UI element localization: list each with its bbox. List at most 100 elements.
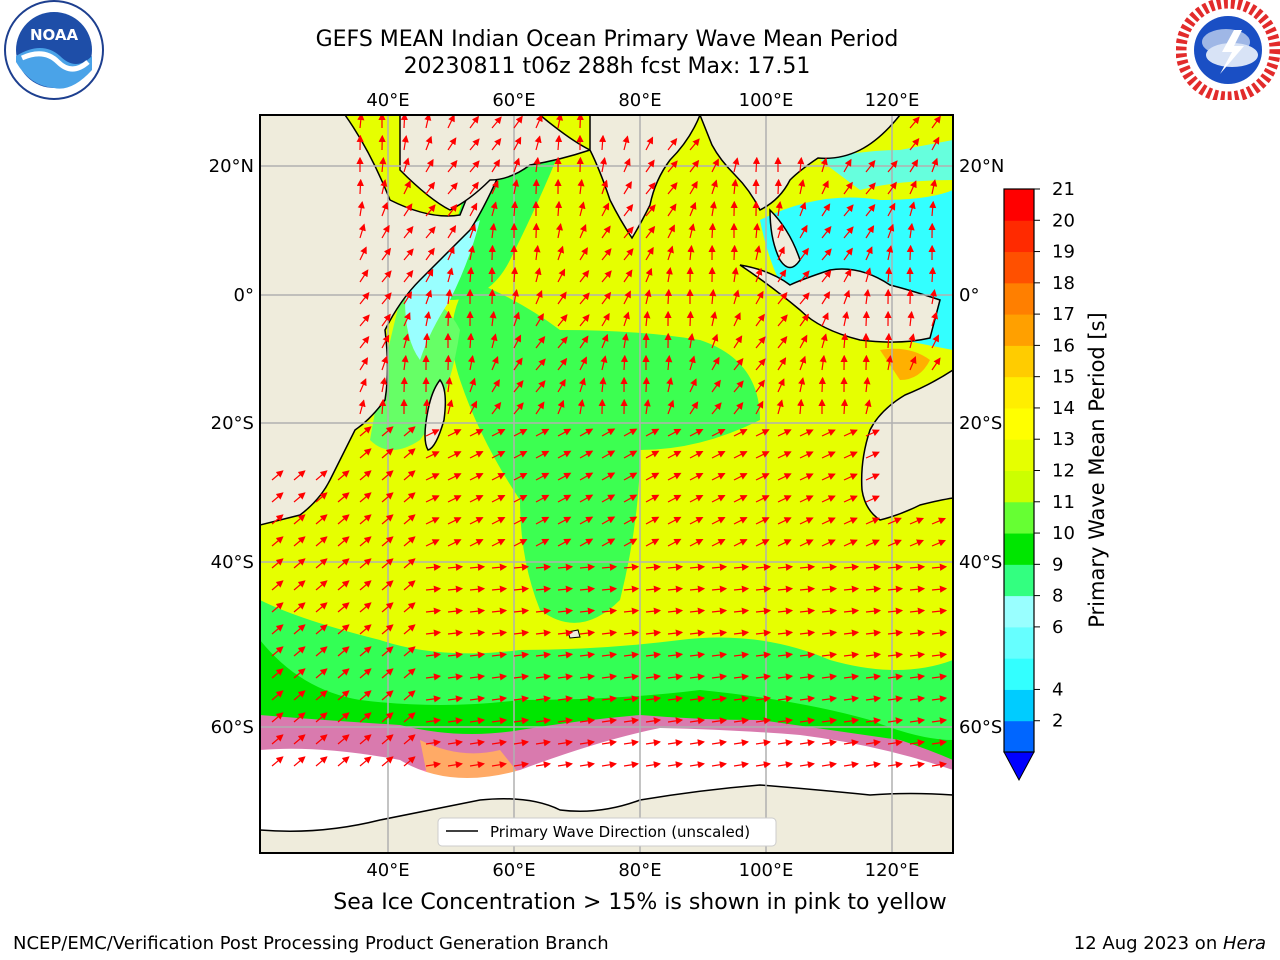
wave-arrow: [557, 761, 573, 769]
wave-arrow: [403, 470, 416, 481]
wave-arrow: [711, 333, 719, 349]
wave-arrow: [931, 585, 948, 593]
wave-arrow: [601, 563, 618, 571]
wave-arrow: [535, 450, 550, 459]
wave-arrow: [931, 717, 948, 725]
wave-arrow: [752, 156, 761, 173]
wave-arrow: [645, 739, 661, 747]
wave-arrow: [403, 426, 416, 437]
wave-arrow: [711, 739, 727, 747]
wave-arrow: [400, 376, 408, 393]
wave-arrow: [337, 690, 350, 701]
wave-arrow: [337, 580, 350, 591]
wave-arrow: [293, 756, 306, 767]
wave-arrow: [840, 398, 849, 415]
wave-arrow: [865, 761, 881, 769]
colorbar-tick-label: 6: [1052, 617, 1063, 638]
wave-arrow: [447, 451, 462, 459]
wave-arrow: [798, 179, 806, 195]
top-tick-label: 120°E: [865, 90, 920, 111]
wave-arrow: [447, 429, 462, 437]
wave-arrow: [469, 695, 486, 703]
wave-arrow: [425, 539, 440, 547]
wave-arrow: [359, 269, 369, 283]
wave-arrow: [337, 470, 350, 481]
wave-arrow: [689, 159, 700, 173]
wave-arrow: [535, 563, 552, 571]
wave-arrow: [535, 607, 552, 615]
wave-arrow: [315, 734, 328, 745]
wave-arrow: [799, 224, 808, 239]
wave-arrow: [491, 695, 508, 703]
wave-arrow: [667, 651, 684, 659]
wave-arrow: [777, 357, 787, 371]
period-zone-cyan-gulf: [820, 140, 953, 190]
wave-arrow: [645, 607, 662, 615]
wave-arrow: [513, 563, 530, 571]
wave-arrow: [733, 539, 748, 547]
wave-arrow: [556, 115, 564, 129]
wave-arrow: [403, 226, 414, 239]
wave-arrow: [598, 134, 607, 151]
wave-arrow: [579, 607, 596, 615]
wave-arrow: [843, 585, 860, 593]
wave-arrow: [337, 668, 350, 679]
wave-arrow: [931, 157, 939, 173]
wave-arrow: [777, 451, 792, 459]
wave-arrow: [755, 451, 770, 459]
wave-arrow: [513, 538, 528, 547]
wave-arrow: [645, 225, 656, 239]
wave-arrow: [777, 473, 792, 481]
wave-arrow: [777, 761, 793, 769]
wave-arrow: [865, 629, 882, 637]
wave-arrow: [667, 585, 684, 593]
wave-arrow: [601, 428, 616, 437]
wave-arrow: [711, 629, 728, 637]
wave-arrow: [403, 756, 416, 767]
wave-arrow: [777, 673, 794, 681]
wave-arrow: [931, 115, 941, 129]
wave-arrow: [667, 494, 682, 503]
wave-arrow: [799, 247, 809, 261]
wave-arrow: [579, 428, 594, 437]
wave-arrow: [645, 159, 655, 173]
wave-arrow: [513, 428, 528, 437]
wave-arrow: [579, 673, 596, 681]
wave-arrow: [821, 270, 832, 283]
wave-arrow: [797, 398, 805, 415]
wave-arrow: [645, 494, 660, 503]
wave-arrow: [931, 629, 948, 637]
wave-arrow: [491, 629, 508, 637]
wave-arrow: [579, 377, 586, 393]
wave-arrow: [533, 156, 541, 173]
wave-arrow: [821, 539, 836, 547]
wave-arrow: [403, 690, 416, 701]
wave-arrow: [733, 473, 748, 481]
wave-arrow: [819, 354, 827, 371]
wave-arrow: [931, 761, 947, 769]
wave-arrow: [642, 376, 650, 393]
wave-arrow: [755, 400, 764, 415]
wave-arrow: [447, 495, 462, 503]
colorbar-segment: [1004, 533, 1034, 565]
wave-arrow: [293, 580, 306, 591]
wave-arrow: [381, 492, 394, 503]
colorbar-segment: [1004, 720, 1034, 753]
wave-arrow: [359, 646, 372, 657]
wave-arrow: [491, 429, 506, 437]
wave-arrow: [510, 266, 519, 283]
wave-arrow: [777, 585, 794, 593]
wave-arrow: [777, 539, 792, 547]
wave-arrow: [469, 115, 480, 129]
wave-arrow: [359, 712, 372, 723]
wave-arrow: [643, 399, 651, 415]
wave-arrow: [271, 492, 284, 503]
wave-arrow: [689, 472, 704, 481]
map-subtitle: 20230811 t06z 288h fcst Max: 17.51: [403, 54, 811, 79]
wave-arrow: [359, 378, 367, 393]
wave-arrow: [689, 180, 698, 195]
wave-arrow: [403, 558, 416, 569]
wave-arrow: [733, 739, 749, 747]
wave-arrow: [711, 695, 728, 703]
wave-arrow: [820, 157, 828, 173]
